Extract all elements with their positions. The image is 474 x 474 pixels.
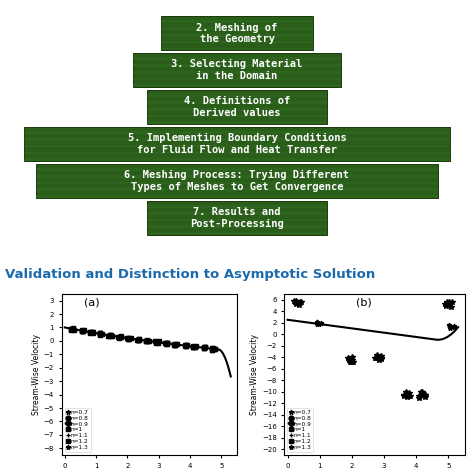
Text: 2. Meshing of
the Geometry: 2. Meshing of the Geometry bbox=[196, 22, 278, 44]
Text: 5. Implementing Boundary Conditions
for Fluid Flow and Heat Transfer: 5. Implementing Boundary Conditions for … bbox=[128, 133, 346, 155]
Bar bbox=[36, 195, 438, 198]
FancyBboxPatch shape bbox=[133, 53, 341, 87]
Text: (b): (b) bbox=[356, 297, 372, 307]
Text: Validation and Distinction to Asymptotic Solution: Validation and Distinction to Asymptotic… bbox=[5, 268, 375, 281]
Text: 3. Selecting Material
in the Domain: 3. Selecting Material in the Domain bbox=[172, 59, 302, 81]
Bar bbox=[147, 226, 327, 228]
Bar bbox=[147, 108, 327, 110]
Bar bbox=[147, 205, 327, 208]
Bar bbox=[147, 212, 327, 215]
Bar bbox=[147, 101, 327, 104]
Bar bbox=[36, 182, 438, 184]
Bar bbox=[133, 64, 341, 67]
Bar bbox=[147, 115, 327, 118]
FancyBboxPatch shape bbox=[147, 90, 327, 124]
Bar bbox=[133, 71, 341, 73]
Bar bbox=[24, 145, 450, 147]
Legend: n=0.7, n=0.8, n=0.9, n=1, n=1.1, n=1.2, n=1.3: n=0.7, n=0.8, n=0.9, n=1, n=1.1, n=1.2, … bbox=[287, 408, 313, 452]
Bar bbox=[147, 94, 327, 97]
Text: 4. Definitions of
Derived values: 4. Definitions of Derived values bbox=[184, 96, 290, 118]
Bar bbox=[24, 152, 450, 154]
Bar bbox=[24, 158, 450, 161]
Bar bbox=[147, 219, 327, 221]
Bar bbox=[24, 131, 450, 134]
Bar bbox=[161, 20, 313, 23]
Text: (a): (a) bbox=[84, 297, 100, 307]
Legend: n=0.7, n=0.8, n=0.9, n=1, n=1.1, n=1.2, n=1.3: n=0.7, n=0.8, n=0.9, n=1, n=1.1, n=1.2, … bbox=[64, 408, 91, 452]
Bar bbox=[36, 168, 438, 171]
Bar bbox=[161, 34, 313, 36]
FancyBboxPatch shape bbox=[147, 201, 327, 235]
Bar bbox=[133, 57, 341, 60]
Bar bbox=[147, 121, 327, 124]
FancyBboxPatch shape bbox=[36, 164, 438, 198]
Bar bbox=[161, 41, 313, 44]
Bar bbox=[24, 138, 450, 141]
Y-axis label: Stream-Wise Velocity: Stream-Wise Velocity bbox=[250, 334, 259, 415]
Bar bbox=[36, 175, 438, 178]
Bar bbox=[161, 27, 313, 30]
Bar bbox=[161, 47, 313, 50]
Y-axis label: Stream-Wise Velocity: Stream-Wise Velocity bbox=[32, 334, 41, 415]
FancyBboxPatch shape bbox=[24, 127, 450, 161]
FancyBboxPatch shape bbox=[161, 16, 313, 50]
Text: 6. Meshing Process: Trying Different
Types of Meshes to Get Convergence: 6. Meshing Process: Trying Different Typ… bbox=[125, 170, 349, 192]
Bar bbox=[133, 78, 341, 81]
Bar bbox=[133, 84, 341, 87]
Bar bbox=[147, 232, 327, 235]
Text: 7. Results and
Post-Processing: 7. Results and Post-Processing bbox=[190, 207, 284, 229]
Bar bbox=[36, 189, 438, 191]
